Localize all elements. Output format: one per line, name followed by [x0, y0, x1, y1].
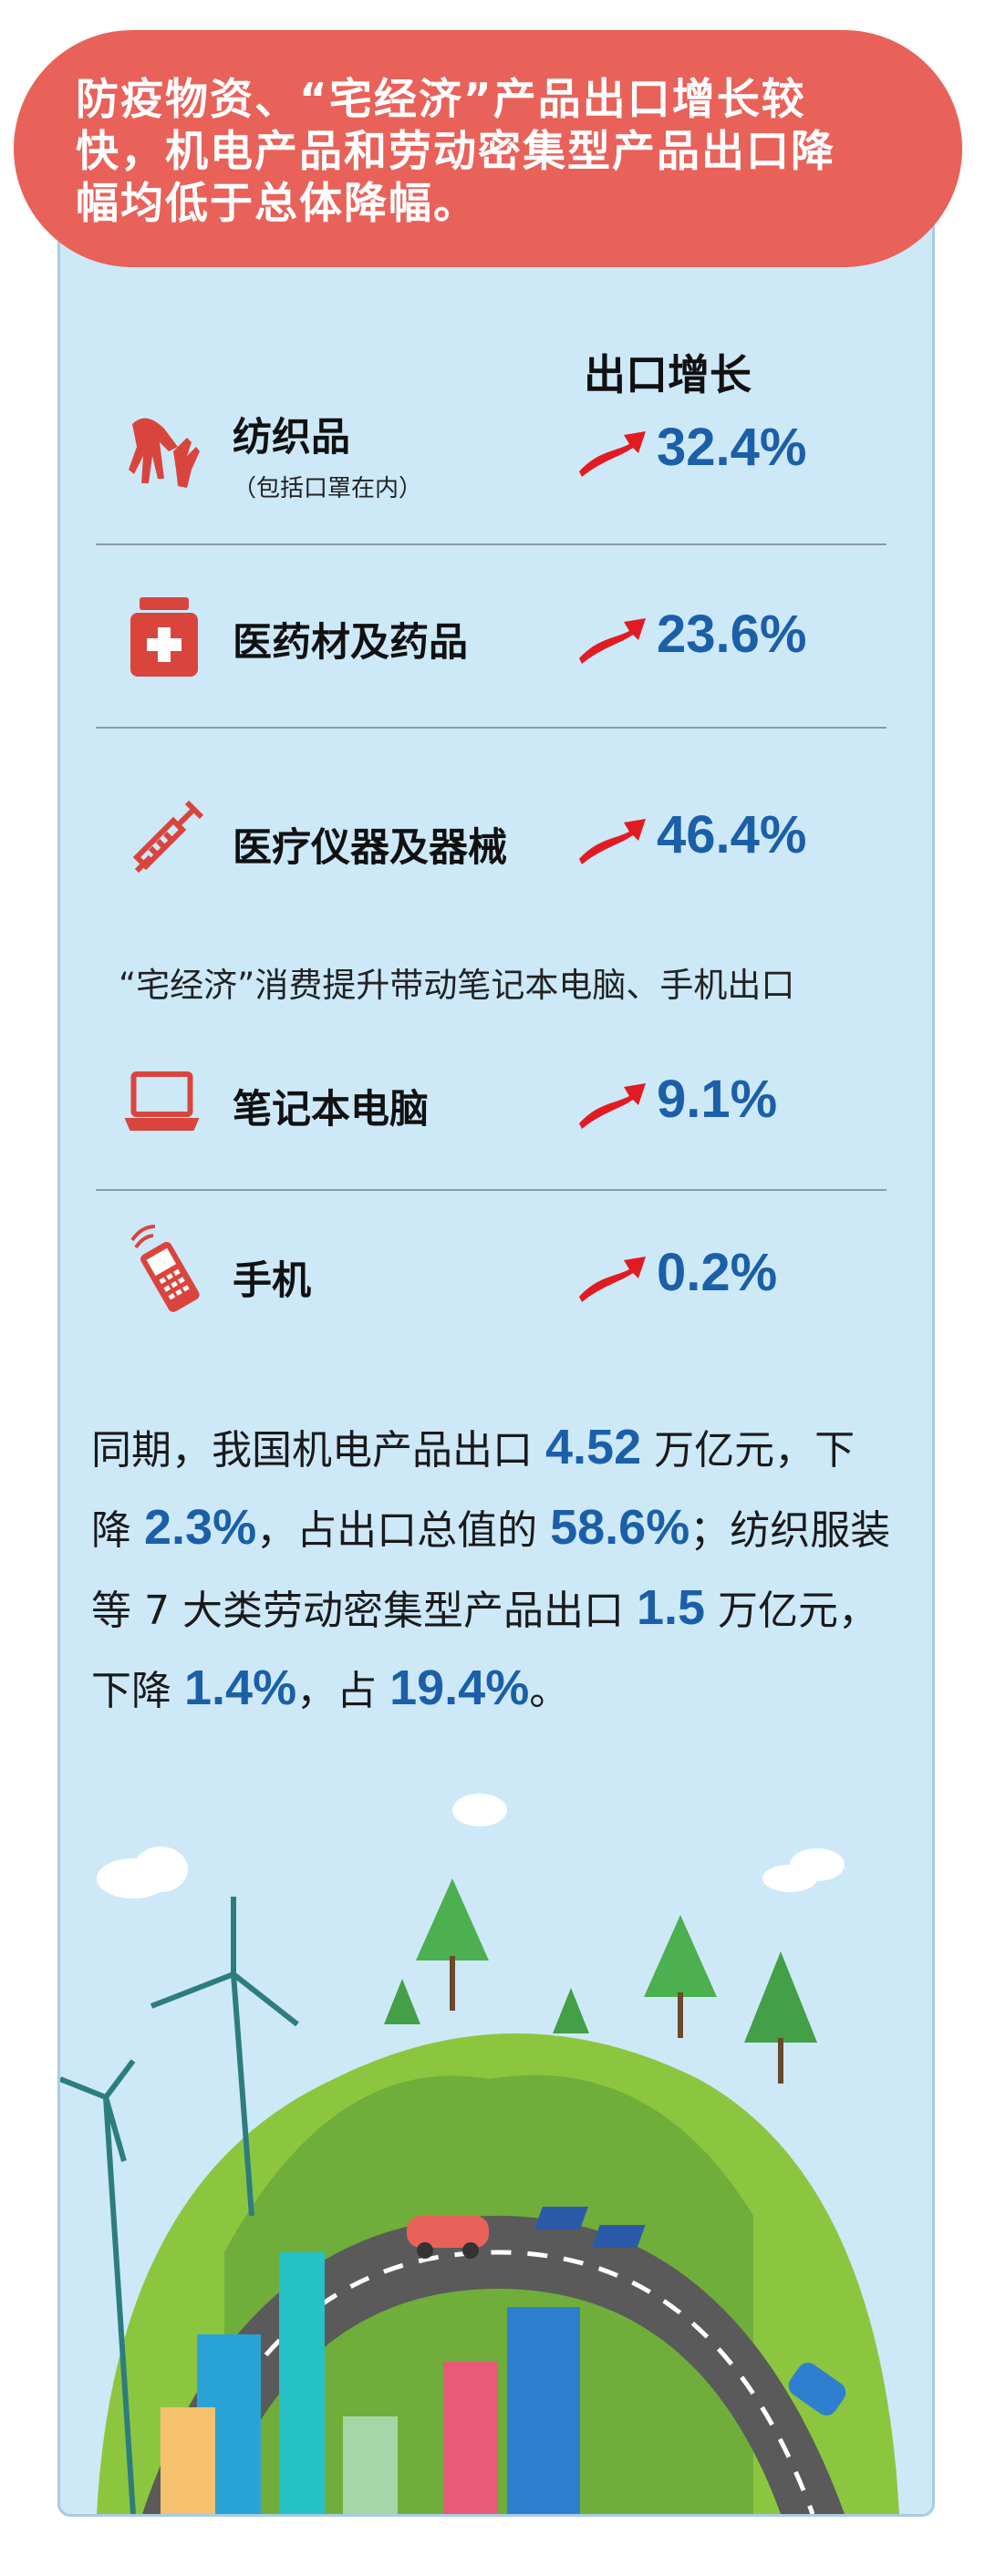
text: ，占出口总值的	[256, 1507, 538, 1554]
headline-line: 幅均低于总体降幅。	[76, 179, 478, 229]
up-arrow-icon	[579, 618, 646, 664]
laptop-icon	[124, 1071, 200, 1131]
text: ，占	[296, 1668, 378, 1714]
text: 万亿元，下降	[91, 1588, 879, 1714]
wind-turbine-icon	[60, 1897, 299, 2514]
item-label: 医药材及药品	[233, 620, 468, 666]
building-icon	[161, 2252, 580, 2514]
item-note: （包括口罩在内）	[233, 475, 423, 502]
mobile-phone-icon	[130, 1225, 200, 1312]
item-value: 9.1%	[657, 1070, 778, 1129]
item-value: 46.4%	[657, 805, 807, 864]
item-row-medical-devices: 医疗仪器及器械 46.4%	[0, 793, 985, 894]
divider	[96, 543, 886, 545]
text: 同期，我国机电产品出口	[91, 1427, 533, 1474]
car-icon	[788, 2363, 846, 2416]
column-header: 出口增长	[584, 350, 752, 399]
up-arrow-icon	[579, 1083, 646, 1129]
syringe-icon	[132, 800, 204, 874]
item-row-medicine: 医药材及药品 23.6%	[0, 593, 985, 693]
up-arrow-icon	[579, 1257, 646, 1302]
item-label: 手机	[233, 1258, 311, 1304]
item-label: 纺织品	[233, 415, 350, 460]
item-value: 32.4%	[657, 418, 807, 477]
hands-icon	[129, 418, 200, 488]
divider	[96, 727, 886, 729]
up-arrow-icon	[579, 431, 646, 477]
green-city-illustration	[60, 1794, 899, 2514]
highlight-value: 19.4%	[389, 1660, 530, 1715]
highlight-value: 1.5	[636, 1580, 706, 1635]
highlight-value: 58.6%	[550, 1500, 690, 1555]
tree-icon	[384, 1878, 817, 2084]
item-row-textiles: 纺织品 （包括口罩在内） 32.4%	[0, 406, 985, 506]
item-value: 0.2%	[657, 1243, 778, 1302]
highlight-value: 1.4%	[184, 1660, 297, 1715]
headline-line: 快，机电产品和劳动密集型产品出口降	[76, 127, 835, 177]
item-value: 23.6%	[657, 605, 807, 664]
text: ；纺织服装等 7 大类劳动密集型产品出口	[91, 1507, 891, 1634]
summary-paragraph: 同期，我国机电产品出口 4.52 万亿元，下降 2.3%，占出口总值的 58.6…	[91, 1409, 894, 1730]
item-row-mobile-phone: 手机 0.2%	[0, 1222, 985, 1322]
medicine-box-icon	[130, 597, 198, 677]
solar-panel-icon	[534, 2207, 646, 2248]
section-subtitle: “宅经济”消费提升带动笔记本电脑、手机出口	[119, 966, 795, 1005]
car-icon	[407, 2216, 489, 2259]
item-label: 医疗仪器及器械	[233, 825, 507, 871]
highlight-value: 4.52	[545, 1420, 642, 1474]
headline-banner: 防疫物资、“宅经济”产品出口增长较 快，机电产品和劳动密集型产品出口降 幅均低于…	[14, 30, 962, 267]
text: 万亿元，下降	[91, 1427, 855, 1554]
item-row-laptop: 笔记本电脑 9.1%	[0, 1058, 985, 1158]
item-label: 笔记本电脑	[233, 1087, 429, 1133]
cloud-icon	[97, 1794, 845, 1898]
headline-line: 防疫物资、“宅经济”产品出口增长较	[76, 75, 806, 125]
divider	[96, 1189, 886, 1191]
highlight-value: 2.3%	[144, 1500, 257, 1555]
text: 。	[529, 1668, 570, 1714]
up-arrow-icon	[579, 819, 646, 864]
